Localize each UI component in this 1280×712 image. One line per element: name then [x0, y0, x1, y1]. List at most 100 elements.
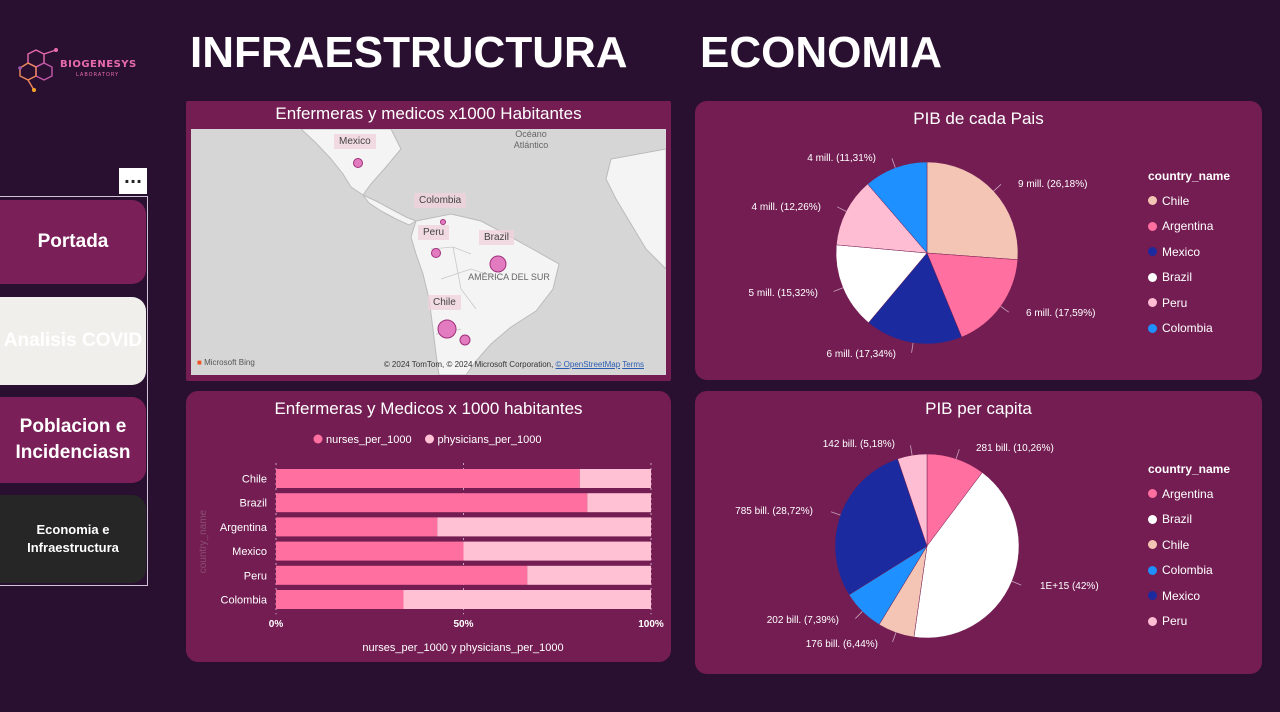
- bar-Chile-nurses_per_1000[interactable]: [276, 469, 580, 488]
- logo-subtitle: LABORATORY: [76, 72, 120, 78]
- nav-poblacion-button[interactable]: Poblacion e Incidenciasn: [0, 397, 146, 483]
- bar-Mexico-physicians_per_1000[interactable]: [463, 541, 652, 561]
- bar-legend-label-nurses_per_1000: nurses_per_1000: [326, 434, 412, 446]
- bar-legend-marker-physicians_per_1000: [425, 434, 434, 444]
- pib-legend-item-Argentina[interactable]: Argentina: [1148, 214, 1230, 240]
- pib-capita-slice-Peru[interactable]: [897, 453, 928, 547]
- bar-Brazil-nurses_per_1000[interactable]: [276, 493, 588, 513]
- pib-slice-Argentina[interactable]: [926, 252, 1019, 338]
- more-options-button[interactable]: ...: [119, 168, 147, 194]
- logo: BIOGENESYS LABORATORY: [14, 44, 144, 96]
- pib-capita-legend-marker-Colombia: [1148, 565, 1157, 575]
- bar-chart-card: Enfermeras y Medicos x 1000 habitantes n…: [186, 391, 671, 662]
- map-label-peru: Peru: [418, 225, 450, 240]
- pib-legend-label-Peru: Peru: [1162, 295, 1188, 310]
- pib-capita-legend-label-Chile: Chile: [1162, 537, 1190, 552]
- pib-capita-legend-marker-Chile: [1148, 540, 1157, 550]
- pib-chart-title: PIB de cada Pais: [913, 109, 1044, 128]
- bar-Colombia-nurses_per_1000[interactable]: [276, 590, 404, 609]
- openstreetmap-link[interactable]: © OpenStreetMap: [555, 360, 621, 369]
- pib-capita-data-label-Argentina: 281 bill. (10,26%): [976, 443, 1054, 454]
- pib-capita-pie-chart[interactable]: 281 bill. (10,26%) 1E+15 (42%) 176 bill. (…: [695, 391, 1262, 674]
- pib-legend-item-Brazil[interactable]: Brazil: [1148, 265, 1230, 291]
- bar-Argentina-nurses_per_1000[interactable]: [276, 517, 438, 537]
- pib-capita-slice-Mexico[interactable]: [834, 458, 928, 596]
- pib-capita-leader-Colombia: [855, 611, 863, 619]
- bar-x-tick-label: 0%: [269, 619, 284, 630]
- pib-capita-legend-label-Colombia: Colombia: [1162, 563, 1213, 578]
- map-label-mexico: Mexico: [334, 134, 376, 149]
- pib-leader-Brazil: [833, 287, 844, 292]
- pib-capita-leader-Peru: [910, 445, 913, 456]
- pib-leader-Peru: [836, 206, 847, 212]
- pib-legend-item-Mexico[interactable]: Mexico: [1148, 239, 1230, 265]
- pib-legend-item-Chile[interactable]: Chile: [1148, 188, 1230, 214]
- pib-slice-Mexico[interactable]: [868, 252, 963, 345]
- pib-legend-title: country_name: [1148, 169, 1231, 183]
- pib-leader-Mexico: [911, 342, 914, 353]
- pib-capita-legend-item-Colombia[interactable]: Colombia: [1148, 558, 1230, 584]
- pib-slice-Colombia[interactable]: [867, 161, 928, 254]
- terms-link[interactable]: Terms: [622, 360, 644, 369]
- bar-x-tick-label: 100%: [638, 619, 664, 630]
- pib-capita-chart-title: PIB per capita: [925, 399, 1032, 418]
- nav-portada-button[interactable]: Portada: [0, 200, 146, 284]
- pib-pie-card: PIB de cada Pais 9 mill. (26,18%) 6 mill.…: [695, 101, 1262, 380]
- bar-Brazil-physicians_per_1000[interactable]: [587, 493, 651, 513]
- pib-capita-legend-item-Chile[interactable]: Chile: [1148, 532, 1230, 558]
- pib-capita-legend-item-Mexico[interactable]: Mexico: [1148, 583, 1230, 609]
- navigation-panel: Portada Analisis COVID Poblacion e Incid…: [0, 196, 148, 586]
- pib-legend-marker-Colombia: [1148, 323, 1157, 333]
- bar-Chile-physicians_per_1000[interactable]: [579, 469, 651, 488]
- pib-capita-data-label-Colombia: 202 bill. (7,39%): [767, 615, 839, 626]
- pib-capita-legend-item-Argentina[interactable]: Argentina: [1148, 481, 1230, 507]
- nav-analisis-covid-button[interactable]: Analisis COVID: [0, 297, 146, 385]
- bar-chart[interactable]: nurses_per_1000 physicians_per_1000 0% 50% 1…: [186, 391, 671, 662]
- pib-capita-data-label-Peru: 142 bill. (5,18%): [823, 439, 895, 450]
- pib-leader-Colombia: [891, 158, 896, 168]
- pib-legend-label-Colombia: Colombia: [1162, 321, 1213, 336]
- pib-legend-marker-Chile: [1148, 196, 1157, 206]
- pib-capita-legend: country_name Argentina Brazil Chile Colombi…: [1148, 462, 1230, 634]
- pib-capita-leader-Argentina: [955, 449, 960, 459]
- pib-capita-slice-Brazil[interactable]: [913, 472, 1020, 639]
- pib-data-label-Mexico: 6 mill. (17,34%): [827, 349, 896, 360]
- map-label-brazil: Brazil: [479, 230, 515, 245]
- pib-pie-chart[interactable]: 9 mill. (26,18%) 6 mill. (17,59%) 6 mill. …: [695, 101, 1262, 380]
- bar-Colombia-physicians_per_1000[interactable]: [403, 590, 652, 609]
- pib-leader-Argentina: [1000, 306, 1010, 313]
- map-ocean-label: Océano Atlántico: [513, 129, 549, 150]
- bar-Peru-physicians_per_1000[interactable]: [527, 565, 651, 585]
- map-label-chile: Chile: [428, 295, 461, 310]
- pib-legend-item-Colombia[interactable]: Colombia: [1148, 316, 1230, 342]
- pib-slice-Peru[interactable]: [836, 183, 928, 254]
- pib-capita-legend-marker-Peru: [1148, 616, 1157, 626]
- bar-x-axis-label: nurses_per_1000 y physicians_per_1000: [362, 642, 563, 654]
- bar-category-label-Argentina: Argentina: [220, 522, 268, 534]
- section-title-infraestructura: INFRAESTRUCTURA: [190, 28, 628, 77]
- pib-data-label-Brazil: 5 mill. (15,32%): [749, 288, 818, 299]
- pib-capita-leader-Mexico: [830, 511, 841, 516]
- map-label-colombia: Colombia: [414, 193, 467, 208]
- map-card: Enfermeras y medicos x1000 Habitantes Me…: [186, 101, 671, 381]
- pib-legend-item-Peru[interactable]: Peru: [1148, 290, 1230, 316]
- pib-slice-Chile[interactable]: [926, 161, 1019, 261]
- nav-economia-button[interactable]: Economia e Infraestructura: [0, 495, 146, 583]
- pib-data-label-Colombia: 4 mill. (11,31%): [807, 153, 876, 164]
- pib-capita-data-label-Mexico: 785 bill. (28,72%): [735, 506, 813, 517]
- bar-Mexico-nurses_per_1000[interactable]: [276, 541, 464, 561]
- bar-chart-title: Enfermeras y Medicos x 1000 habitantes: [274, 399, 583, 418]
- map-bubble-brazil: [489, 255, 507, 273]
- section-title-economia: ECONOMIA: [700, 28, 942, 77]
- map-bubble-peru: [431, 248, 441, 258]
- pib-legend-marker-Mexico: [1148, 247, 1157, 257]
- pib-capita-legend-marker-Argentina: [1148, 489, 1157, 499]
- bar-y-axis-label: country_name: [198, 509, 209, 573]
- map-view[interactable]: Mexico Colombia Peru Brazil Chile Océano…: [191, 129, 666, 375]
- bar-Argentina-physicians_per_1000[interactable]: [437, 517, 651, 537]
- pib-capita-legend-item-Brazil[interactable]: Brazil: [1148, 507, 1230, 533]
- pib-legend: country_name Chile Argentina Mexico Brazil P…: [1148, 169, 1230, 341]
- bar-category-label-Colombia: Colombia: [221, 595, 268, 607]
- pib-capita-legend-item-Peru[interactable]: Peru: [1148, 609, 1230, 635]
- bar-Peru-nurses_per_1000[interactable]: [276, 565, 528, 585]
